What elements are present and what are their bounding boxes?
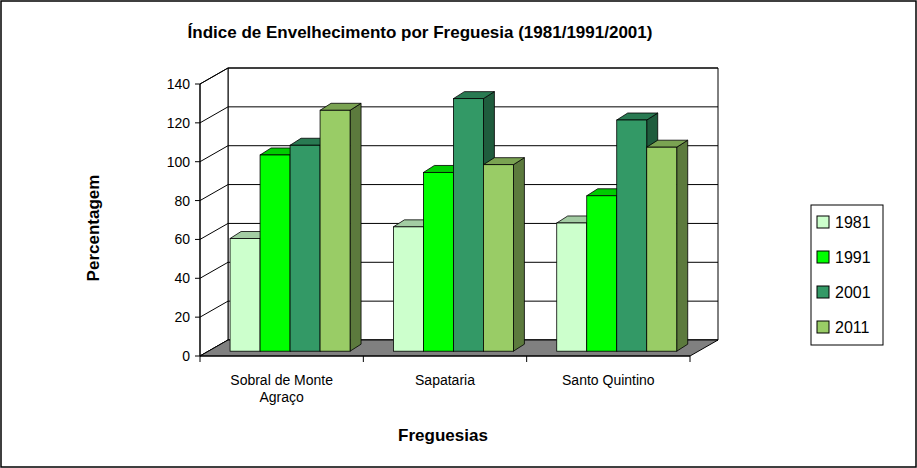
tick-label: 20 (174, 309, 190, 325)
x-axis-title: Freguesias (398, 426, 488, 445)
bar (320, 103, 361, 351)
legend-swatch (817, 321, 829, 333)
title: Índice de Envelhecimento por Freguesia (… (188, 23, 653, 42)
category-tick (200, 356, 201, 362)
legend-label: 2011 (835, 319, 870, 336)
legend-swatch (817, 286, 829, 298)
y-axis (200, 84, 201, 356)
bar-front (230, 239, 260, 352)
tick (195, 317, 200, 318)
category-label-line: Santo Quintino (562, 372, 655, 388)
category-label: Santo Quintino (562, 372, 655, 388)
chart: Índice de Envelhecimento por Freguesia (… (0, 0, 917, 468)
legend-label: 1981 (835, 214, 871, 231)
x-axis (200, 356, 690, 357)
bar-top (617, 113, 658, 120)
grid-line (200, 68, 228, 84)
bar-front (453, 99, 483, 352)
bar (483, 158, 524, 352)
tick-label: 40 (174, 270, 190, 286)
side-wall (200, 68, 228, 356)
grid-line (200, 223, 228, 239)
legend (811, 205, 883, 345)
tick (195, 239, 200, 240)
category-label: Sapataria (415, 372, 475, 388)
grid-line (200, 146, 228, 162)
category-label-line: Agraço (259, 389, 304, 405)
tick-label: 60 (174, 231, 190, 247)
bar-top (483, 158, 524, 165)
bar-front (393, 227, 423, 351)
category-tick (363, 356, 364, 362)
grid-line (200, 262, 228, 278)
bar-front (557, 223, 587, 351)
frame (1, 1, 916, 467)
bar (647, 140, 688, 351)
bar-front (483, 165, 513, 352)
tick (195, 122, 200, 123)
bar-top (320, 103, 361, 110)
bar-front (260, 155, 290, 351)
bar-side (677, 140, 688, 351)
legend-swatch (817, 216, 829, 228)
bar-front (320, 110, 350, 351)
tick-label: 120 (167, 115, 191, 131)
category-label: Sobral de MonteAgraço (230, 372, 333, 405)
bar-front (423, 172, 453, 351)
grid-line (228, 68, 718, 69)
bar-side (513, 158, 524, 352)
bars (230, 92, 688, 352)
y-axis-title: Percentagem (84, 175, 103, 282)
legend-label: 2001 (835, 284, 871, 301)
legend-swatch (817, 251, 829, 263)
bar-side (350, 103, 361, 351)
bar-front (587, 196, 617, 351)
category-tick (526, 356, 527, 362)
category-label-line: Sobral de Monte (230, 372, 333, 388)
tick (195, 278, 200, 279)
legend-label: 1991 (835, 249, 871, 266)
tick-label: 100 (167, 154, 191, 170)
tick (195, 84, 200, 85)
tick-label: 140 (167, 76, 191, 92)
category-label-line: Sapataria (415, 372, 475, 388)
bar-top (647, 140, 688, 147)
tick (195, 161, 200, 162)
grid-line (200, 107, 228, 123)
grid-line (200, 185, 228, 201)
bar-front (647, 147, 677, 351)
bar-front (617, 120, 647, 351)
grid-line (200, 301, 228, 317)
tick-label: 80 (174, 193, 190, 209)
bar-top (453, 92, 494, 99)
category-tick (690, 356, 691, 362)
bar-front (290, 145, 320, 351)
tick-label: 0 (182, 348, 190, 364)
tick (195, 200, 200, 201)
